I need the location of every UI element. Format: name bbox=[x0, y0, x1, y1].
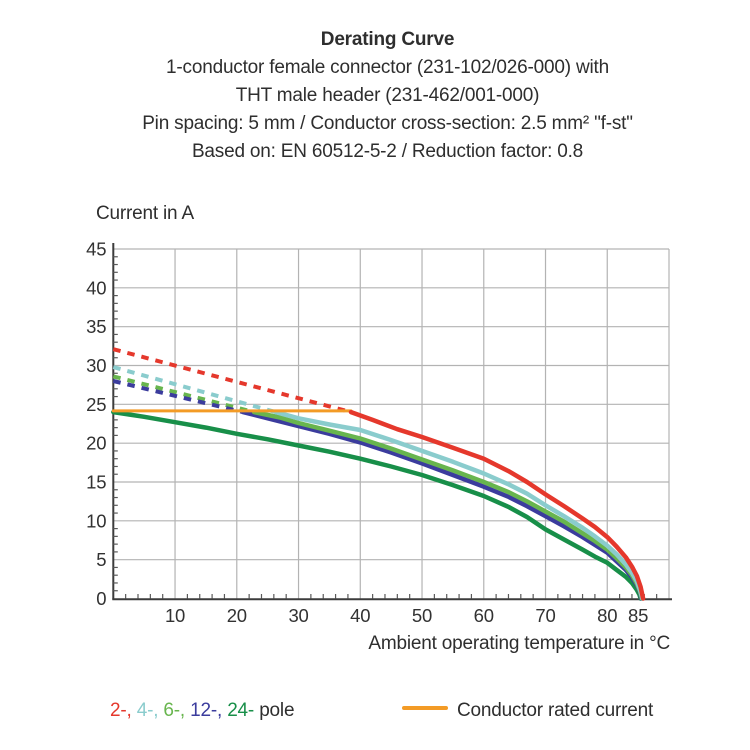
chart-subtitle-line-1: 1-conductor female connector (231-102/02… bbox=[166, 57, 609, 78]
y-tick-label: 30 bbox=[86, 355, 106, 376]
pole-legend-item: 2-, bbox=[110, 700, 132, 721]
chart-header: Derating Curve 1-conductor female connec… bbox=[25, 26, 750, 166]
y-tick-label: 40 bbox=[86, 277, 106, 298]
curve-solid-24-pole bbox=[111, 409, 643, 601]
pole-legend-suffix: pole bbox=[259, 700, 295, 721]
chart-title: Derating Curve bbox=[320, 29, 455, 50]
curve-solid-2-pole bbox=[348, 409, 646, 601]
curve-dashed-4-pole bbox=[112, 365, 277, 415]
y-tick-label: 10 bbox=[86, 510, 106, 531]
y-tick-label: 35 bbox=[86, 316, 106, 337]
y-tick-label: 0 bbox=[96, 588, 106, 609]
x-tick-label: 70 bbox=[535, 605, 555, 626]
curve-solid-12-pole bbox=[240, 409, 644, 601]
rated-current-legend-line bbox=[402, 706, 448, 710]
curve-solid-4-pole bbox=[273, 409, 645, 601]
y-tick-label: 45 bbox=[86, 239, 106, 260]
x-axis-title: Ambient operating temperature in °C bbox=[368, 633, 670, 654]
x-tick-label: 60 bbox=[474, 605, 494, 626]
rated-current-legend-label: Conductor rated current bbox=[457, 700, 654, 721]
chart-subtitle-line-2: THT male header (231-462/001-000) bbox=[235, 85, 540, 106]
y-tick-label: 15 bbox=[86, 472, 106, 493]
pole-legend-item: 4-, bbox=[136, 700, 159, 721]
chart-subtitle-line-3: Pin spacing: 5 mm / Conductor cross-sect… bbox=[142, 113, 633, 134]
x-tick-label: 50 bbox=[412, 605, 432, 626]
curve-dashed-2-pole bbox=[112, 347, 352, 415]
curve-solid-6-pole bbox=[251, 409, 645, 601]
curve-dashed-6-pole bbox=[112, 374, 255, 415]
pole-legend-item: 12-, bbox=[190, 700, 223, 721]
pole-legend: 2-, 4-, 6-, 12-, 24- pole bbox=[110, 700, 299, 722]
x-tick-label: 40 bbox=[350, 605, 370, 626]
x-tick-label: 30 bbox=[288, 605, 308, 626]
x-tick-label: 85 bbox=[628, 605, 648, 626]
y-tick-label: 20 bbox=[86, 433, 106, 454]
pole-legend-item: 6-, bbox=[163, 700, 185, 721]
y-axis-title: Current in A bbox=[96, 203, 194, 224]
x-tick-label: 20 bbox=[227, 605, 247, 626]
x-tick-label: 10 bbox=[165, 605, 185, 626]
y-tick-label: 25 bbox=[86, 394, 106, 415]
chart-subtitle-line-4: Based on: EN 60512-5-2 / Reduction facto… bbox=[191, 141, 584, 162]
pole-legend-item: 24- bbox=[227, 700, 255, 721]
curve-dashed-12-pole bbox=[112, 379, 244, 415]
x-tick-label: 80 bbox=[597, 605, 617, 626]
y-tick-label: 5 bbox=[96, 549, 106, 570]
